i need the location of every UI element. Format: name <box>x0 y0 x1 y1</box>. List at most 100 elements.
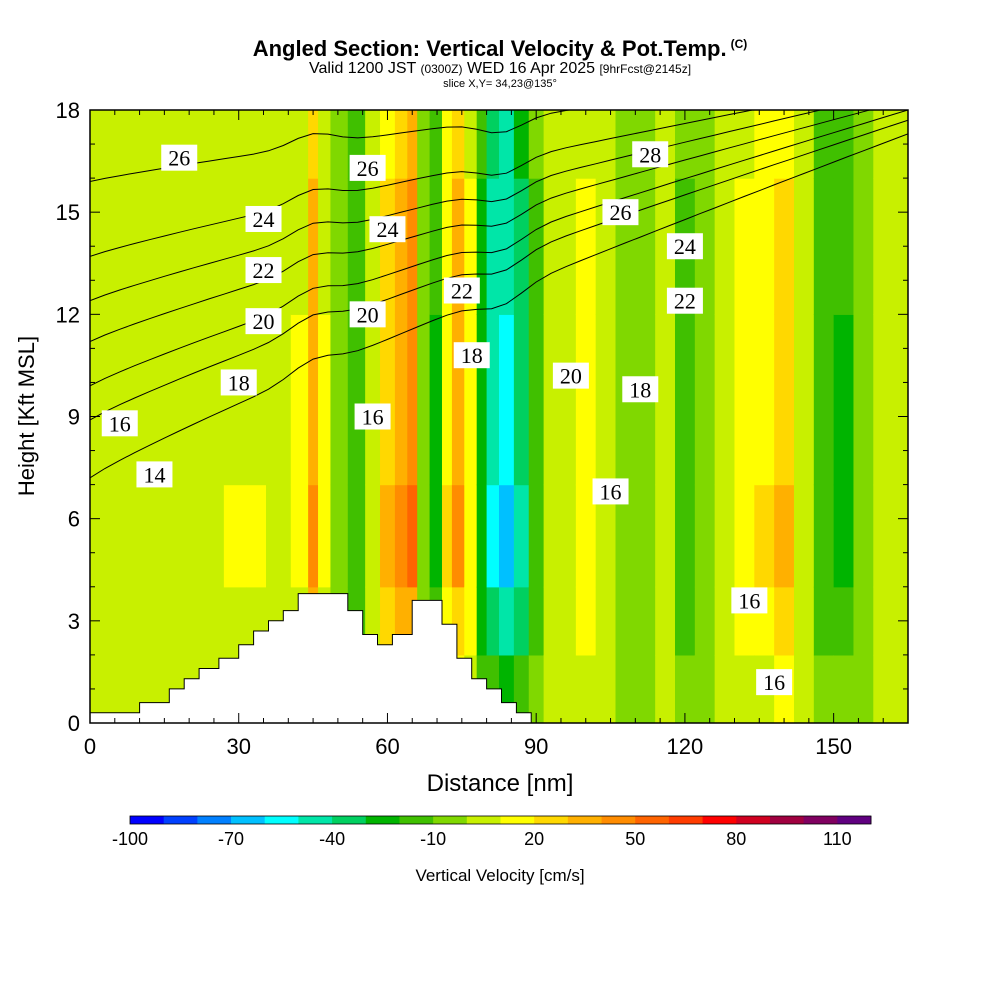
velocity-cell <box>655 314 676 486</box>
velocity-cell <box>714 484 736 588</box>
contour-label: 16 <box>354 403 391 430</box>
velocity-cell <box>558 314 577 486</box>
velocity-cell <box>655 178 676 315</box>
velocity-cell <box>290 314 309 486</box>
velocity-cell <box>513 654 530 723</box>
velocity-cell <box>655 654 676 723</box>
velocity-cell <box>308 484 319 588</box>
x-tick-label: 90 <box>524 734 548 759</box>
colorbar-swatch <box>567 816 602 824</box>
velocity-cell <box>476 586 488 656</box>
velocity-cell <box>139 484 161 588</box>
colorbar-swatch <box>433 816 468 824</box>
velocity-cell <box>417 484 431 588</box>
velocity-cell <box>694 484 716 588</box>
velocity-cell <box>499 314 515 486</box>
x-tick-label: 120 <box>667 734 704 759</box>
velocity-cell <box>451 110 465 179</box>
velocity-cell <box>476 178 488 315</box>
velocity-cell <box>853 654 874 723</box>
velocity-cell <box>543 314 560 486</box>
contour-label: 16 <box>731 587 768 614</box>
velocity-cell <box>595 110 617 179</box>
velocity-cell <box>464 110 478 179</box>
velocity-cell <box>394 178 408 315</box>
contour-label-box <box>349 154 386 181</box>
velocity-cell <box>90 484 103 588</box>
velocity-cell <box>793 586 815 656</box>
forecast-info: [9hrFcst@2145z] <box>599 62 692 76</box>
velocity-cell <box>199 314 225 486</box>
velocity-cell <box>793 178 815 315</box>
velocity-cell <box>873 314 897 486</box>
velocity-cell <box>543 484 560 588</box>
x-tick-label: 30 <box>226 734 250 759</box>
valid-time: Valid 1200 JST <box>308 60 416 77</box>
velocity-cell <box>543 178 560 315</box>
velocity-cell <box>451 314 465 486</box>
velocity-cell <box>674 484 696 588</box>
contour-label: 16 <box>592 478 629 505</box>
velocity-cell <box>774 586 795 656</box>
contour-label-box <box>592 478 629 505</box>
velocity-cell <box>853 586 874 656</box>
velocity-cell <box>102 654 123 723</box>
velocity-cell <box>873 110 897 179</box>
contour-label: 24 <box>369 216 406 243</box>
velocity-cell <box>615 178 636 315</box>
velocity-cell <box>407 110 418 179</box>
velocity-cell <box>394 110 408 179</box>
velocity-cell <box>122 654 141 723</box>
velocity-cell <box>417 178 431 315</box>
colorbar-swatch <box>837 816 872 824</box>
colorbar-swatch <box>264 816 299 824</box>
colorbar-swatch <box>197 816 232 824</box>
contour-label-box <box>245 257 282 284</box>
colorbar-swatch <box>466 816 501 824</box>
contour-label-box <box>245 308 282 335</box>
contour-label-box <box>101 410 138 437</box>
velocity-cell <box>417 314 431 486</box>
velocity-cell <box>833 654 855 723</box>
contour-label-text: 16 <box>738 588 760 613</box>
velocity-cell <box>486 484 500 588</box>
velocity-cell <box>441 314 453 486</box>
velocity-cell <box>464 586 478 656</box>
velocity-cell <box>833 586 855 656</box>
velocity-cell <box>714 110 736 179</box>
velocity-cell <box>734 314 755 486</box>
velocity-cell <box>290 178 309 315</box>
contour-label: 14 <box>136 461 173 488</box>
velocity-cell <box>330 110 349 179</box>
velocity-cell <box>199 110 225 179</box>
valid-date: WED 16 Apr 2025 <box>466 60 596 77</box>
contour-label-text: 16 <box>109 411 131 436</box>
velocity-cell <box>714 178 736 315</box>
velocity-cell <box>853 314 874 486</box>
velocity-cell <box>199 178 225 315</box>
velocity-cell <box>308 314 319 486</box>
velocity-cell <box>102 586 123 656</box>
velocity-cell <box>122 110 141 179</box>
velocity-cell <box>179 178 200 315</box>
velocity-cell <box>754 110 775 179</box>
velocity-cell <box>407 484 418 588</box>
velocity-cell <box>179 314 200 486</box>
contour-label-text: 16 <box>362 405 384 430</box>
velocity-cell <box>694 314 716 486</box>
velocity-cell <box>330 314 349 486</box>
y-tick-label: 6 <box>68 507 80 532</box>
velocity-cell <box>90 314 103 486</box>
velocity-cell <box>179 484 200 588</box>
velocity-cell <box>441 586 453 656</box>
velocity-cell <box>734 178 755 315</box>
x-tick-label: 0 <box>84 734 96 759</box>
velocity-cell <box>543 586 560 656</box>
velocity-cell <box>754 484 775 588</box>
velocity-cell <box>558 484 577 588</box>
velocity-cell <box>895 110 908 179</box>
velocity-cell <box>318 110 332 179</box>
contour-label-box <box>602 199 639 226</box>
velocity-cell <box>674 654 696 723</box>
velocity-cell <box>486 314 500 486</box>
